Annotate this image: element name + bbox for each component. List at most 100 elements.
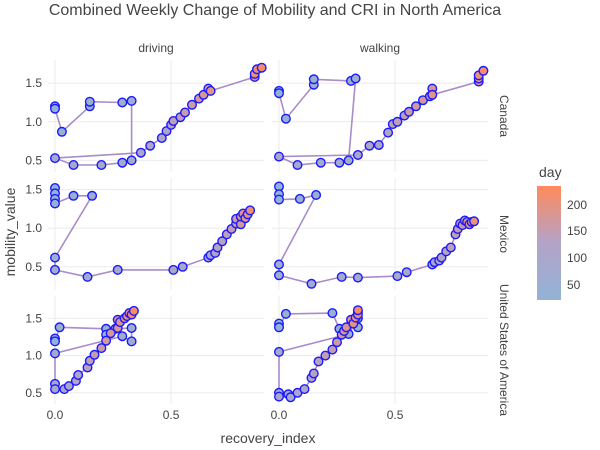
data-point [343,155,354,166]
data-point [50,252,61,263]
data-point [126,155,137,166]
data-point [135,147,146,158]
data-point [350,73,361,84]
legend-title: day [539,164,562,180]
data-point [126,95,137,106]
data-point [285,392,296,403]
data-point [274,194,285,205]
x-tick-label: 0.0 [271,408,288,422]
data-point [274,322,285,333]
row-label-canada: Canada [497,95,511,137]
row-label-mexico: Mexico [497,215,511,253]
y-tick-label: 1.5 [25,311,42,325]
data-point [352,272,363,283]
data-point [179,107,190,118]
data-point [63,381,74,392]
data-point [392,271,403,282]
data-point [68,190,79,201]
data-point [101,335,112,346]
series-line-canada-driving [54,66,262,166]
day-colorbar [537,186,561,300]
data-point [311,189,322,200]
column-label-driving: driving [138,41,173,55]
data-point [68,159,79,170]
data-point [50,384,61,395]
data-point [145,140,156,151]
data-point [308,368,319,379]
data-point [280,113,291,124]
y-tick-label: 1.0 [25,115,42,129]
data-point [404,106,415,117]
x-tick-label: 0.5 [163,408,180,422]
column-label-walking: walking [359,41,400,55]
y-tick-label: 0.5 [25,153,42,167]
data-point [50,153,61,164]
data-point [50,336,61,347]
data-point [245,205,256,216]
series-line-mexico-walking [278,186,475,285]
data-point [364,140,375,151]
data-point [117,97,128,108]
data-point [73,370,84,381]
data-point [327,344,338,355]
data-point [50,198,61,209]
data-point [168,264,179,275]
data-point [299,384,310,395]
data-point [96,159,107,170]
data-point [308,74,319,85]
row-label-united-states-of-america: United States of America [497,284,511,416]
data-point [320,350,331,361]
data-point [292,159,303,170]
y-axis-title: mobility_value [2,187,18,276]
legend-tick-50: 50 [567,278,581,292]
data-point [313,356,324,367]
data-point [256,62,267,73]
data-point [383,127,394,138]
data-point [280,308,291,319]
data-point [156,132,167,143]
data-point [274,151,285,162]
y-tick-label: 0.5 [25,386,42,400]
data-point [117,331,128,342]
data-point [294,193,305,204]
x-tick-label: 0.0 [47,408,64,422]
y-tick-label: 1.5 [25,76,42,90]
data-point [478,65,489,76]
data-point [352,305,363,316]
data-point [334,157,345,168]
y-tick-label: 1.0 [25,221,42,235]
data-point [205,85,216,96]
data-point [186,99,197,110]
y-tick-label: 0.5 [25,260,42,274]
data-point [89,349,100,360]
data-point [274,88,285,99]
chart-title: Combined Weekly Change of Mobility and C… [48,2,502,19]
data-point [96,343,107,354]
data-point [411,101,422,112]
data-point [445,242,456,253]
data-point [50,103,61,114]
legend-tick-150: 150 [567,224,588,238]
data-point [105,328,116,339]
data-point [177,261,188,272]
data-point [352,149,363,160]
data-point [306,278,317,289]
data-point [128,305,139,316]
data-point [373,139,384,150]
data-point [315,157,326,168]
series-line-mexico-driving [54,188,251,278]
data-point [336,271,347,282]
data-point [274,270,285,281]
data-point [401,267,412,278]
data-point [126,336,137,347]
data-point [112,264,123,275]
legend-tick-100: 100 [567,251,588,265]
x-tick-label: 0.5 [387,408,404,422]
data-point [274,346,285,357]
data-point [392,116,403,127]
data-point [50,264,61,275]
data-point [56,126,67,137]
data-point [427,89,438,100]
data-point [50,348,61,359]
data-point [87,190,98,201]
